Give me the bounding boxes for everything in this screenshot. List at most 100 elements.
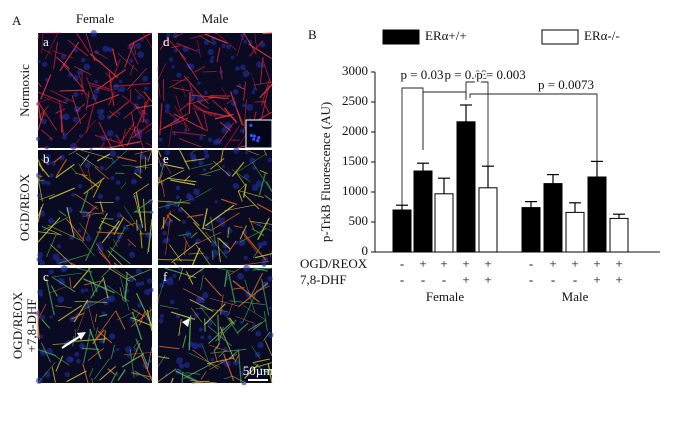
nucleus bbox=[221, 164, 226, 169]
nucleus bbox=[35, 136, 41, 141]
fiber bbox=[241, 231, 267, 261]
fiber bbox=[133, 339, 140, 349]
fiber bbox=[171, 79, 190, 82]
fiber bbox=[176, 42, 196, 52]
fiber bbox=[77, 311, 86, 332]
fiber bbox=[159, 38, 169, 50]
nucleus bbox=[77, 183, 83, 189]
nucleus bbox=[221, 43, 226, 48]
treatment-sign: + bbox=[462, 272, 469, 287]
fiber bbox=[121, 353, 145, 368]
nucleus bbox=[223, 347, 228, 352]
nucleus bbox=[162, 230, 167, 236]
fiber bbox=[204, 204, 235, 227]
fiber bbox=[85, 32, 96, 62]
fiber bbox=[196, 231, 222, 245]
fiber bbox=[157, 63, 166, 81]
nucleus bbox=[36, 256, 43, 263]
nucleus bbox=[212, 139, 219, 146]
p-value: p = 0.0073 bbox=[538, 77, 594, 92]
nucleus bbox=[78, 134, 83, 138]
nucleus bbox=[204, 90, 208, 95]
fiber bbox=[121, 164, 149, 168]
fiber bbox=[193, 221, 212, 243]
fiber bbox=[133, 42, 137, 55]
fiber bbox=[102, 277, 109, 299]
fiber bbox=[37, 203, 44, 217]
fiber bbox=[94, 166, 110, 180]
fiber bbox=[134, 370, 151, 381]
fiber bbox=[178, 267, 184, 281]
fiber bbox=[243, 81, 246, 101]
fiber bbox=[126, 269, 152, 280]
fiber bbox=[195, 244, 211, 266]
y-tick-label: 1500 bbox=[342, 153, 368, 168]
nucleus bbox=[64, 371, 70, 378]
nucleus bbox=[44, 371, 51, 378]
panel-letter: f bbox=[163, 269, 168, 284]
nucleus bbox=[97, 241, 103, 247]
bar bbox=[543, 183, 563, 253]
nucleus bbox=[73, 48, 78, 53]
fiber bbox=[142, 198, 147, 232]
fiber bbox=[249, 40, 264, 57]
fiber bbox=[206, 357, 234, 365]
fiber bbox=[75, 152, 99, 169]
fiber bbox=[74, 328, 77, 340]
fiber bbox=[49, 89, 75, 103]
fiber bbox=[216, 47, 221, 63]
fiber bbox=[82, 330, 92, 364]
fiber bbox=[224, 270, 228, 288]
treatment-sign: + bbox=[549, 256, 556, 271]
fiber bbox=[167, 177, 197, 183]
nucleus bbox=[197, 81, 201, 86]
fiber bbox=[107, 368, 116, 375]
nucleus bbox=[144, 288, 151, 296]
fiber bbox=[37, 175, 43, 178]
nucleus bbox=[79, 343, 85, 349]
fiber bbox=[216, 32, 237, 51]
fiber bbox=[92, 180, 102, 198]
fiber bbox=[67, 39, 89, 57]
fiber bbox=[237, 322, 249, 334]
fiber bbox=[181, 85, 187, 98]
nucleus bbox=[61, 268, 65, 272]
fiber bbox=[129, 64, 135, 76]
fiber bbox=[230, 91, 243, 126]
nucleus bbox=[127, 242, 131, 246]
nucleus bbox=[118, 79, 123, 84]
fiber bbox=[41, 319, 51, 329]
fiber bbox=[37, 105, 49, 119]
fiber bbox=[132, 183, 150, 195]
fiber bbox=[129, 44, 138, 65]
fiber bbox=[41, 342, 51, 363]
treatment-sign: - bbox=[421, 272, 425, 287]
fiber bbox=[133, 199, 153, 214]
nucleus bbox=[177, 207, 183, 213]
nucleus bbox=[109, 150, 117, 157]
nucleus bbox=[200, 335, 205, 340]
fiber bbox=[74, 193, 99, 210]
y-axis-title: p-TrkB Fluorescence (AU) bbox=[318, 102, 333, 242]
nucleus bbox=[249, 123, 253, 127]
nucleus bbox=[178, 267, 182, 271]
fiber bbox=[192, 349, 219, 370]
fiber bbox=[266, 181, 273, 192]
fiber bbox=[73, 65, 92, 76]
nucleus bbox=[176, 72, 182, 78]
row-label: OGD/REOX bbox=[17, 173, 32, 241]
treatment-label: 7,8-DHF bbox=[300, 272, 347, 287]
fiber bbox=[101, 267, 111, 278]
nucleus bbox=[230, 55, 235, 60]
fiber bbox=[94, 313, 97, 323]
fiber bbox=[108, 91, 116, 106]
nucleus bbox=[49, 173, 54, 178]
nucleus bbox=[233, 88, 239, 95]
bar bbox=[478, 187, 498, 253]
fiber bbox=[251, 319, 266, 332]
fiber bbox=[129, 33, 151, 46]
fiber bbox=[261, 279, 270, 316]
fiber bbox=[85, 103, 95, 133]
nucleus bbox=[117, 111, 121, 115]
nucleus bbox=[249, 157, 256, 164]
